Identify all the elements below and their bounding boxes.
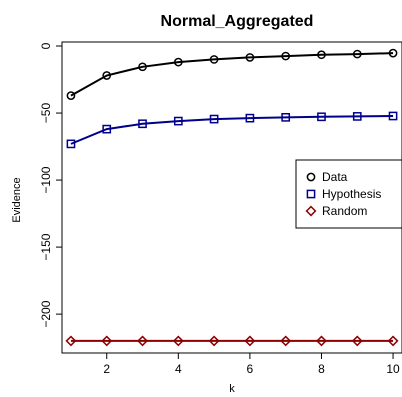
data-point <box>102 71 112 80</box>
hypothesis-point <box>317 112 326 122</box>
y-tick-label: −100 <box>39 166 53 193</box>
legend-label-hypothesis: Hypothesis <box>322 187 381 201</box>
random-point <box>101 335 113 347</box>
hypothesis-point <box>352 112 362 121</box>
data-line <box>70 52 394 97</box>
x-tick-label: 8 <box>318 362 325 376</box>
data-point <box>138 62 147 72</box>
data-point <box>352 49 362 59</box>
y-axis: 0 −50 −100 −150 −200 <box>39 42 62 328</box>
random-point <box>387 335 399 347</box>
random-point <box>65 335 77 347</box>
series-hypothesis <box>66 111 398 149</box>
hypothesis-point <box>209 114 219 124</box>
random-point <box>208 335 220 347</box>
legend: Data Hypothesis Random <box>295 159 402 229</box>
data-point <box>281 51 291 61</box>
data-point <box>388 48 398 58</box>
y-tick-label: −50 <box>39 103 53 124</box>
legend-label-random: Random <box>322 204 367 218</box>
hypothesis-point <box>66 139 76 149</box>
hypothesis-line <box>70 114 394 145</box>
y-tick-label: −150 <box>39 233 53 260</box>
hypothesis-point <box>173 116 183 126</box>
x-tick-label: 6 <box>247 362 254 376</box>
hypothesis-point <box>281 112 291 122</box>
legend-box <box>295 159 402 229</box>
hypothesis-point <box>245 113 255 123</box>
data-point <box>173 57 183 67</box>
series-random <box>65 335 399 347</box>
legend-label-data: Data <box>322 170 348 184</box>
x-axis-label: k <box>229 383 235 395</box>
plot-frame <box>61 41 402 354</box>
random-point <box>137 335 148 347</box>
hypothesis-point <box>388 111 398 121</box>
series-layer <box>65 48 399 347</box>
hypothesis-point <box>138 119 147 129</box>
x-tick-label: 2 <box>103 362 110 376</box>
legend-marker-hypothesis <box>306 189 316 199</box>
random-point <box>172 335 184 347</box>
legend-marker-data <box>306 172 316 182</box>
random-point <box>280 335 292 347</box>
y-axis-label: Evidence <box>11 177 23 222</box>
data-point <box>317 50 326 60</box>
chart-title: Normal_Aggregated <box>161 13 314 30</box>
data-point <box>66 91 76 100</box>
x-axis: 2 4 6 8 10 <box>103 353 400 376</box>
legend-marker-random <box>305 205 317 217</box>
data-point <box>209 55 219 64</box>
series-data <box>66 48 398 100</box>
x-tick-label: 10 <box>386 362 400 376</box>
hypothesis-point <box>102 124 112 134</box>
x-tick-label: 4 <box>175 362 182 376</box>
random-point <box>351 335 363 347</box>
random-point <box>244 335 256 347</box>
y-tick-label: 0 <box>39 42 53 49</box>
y-tick-label: −200 <box>39 300 53 327</box>
data-point <box>245 53 255 62</box>
random-point <box>316 335 327 347</box>
